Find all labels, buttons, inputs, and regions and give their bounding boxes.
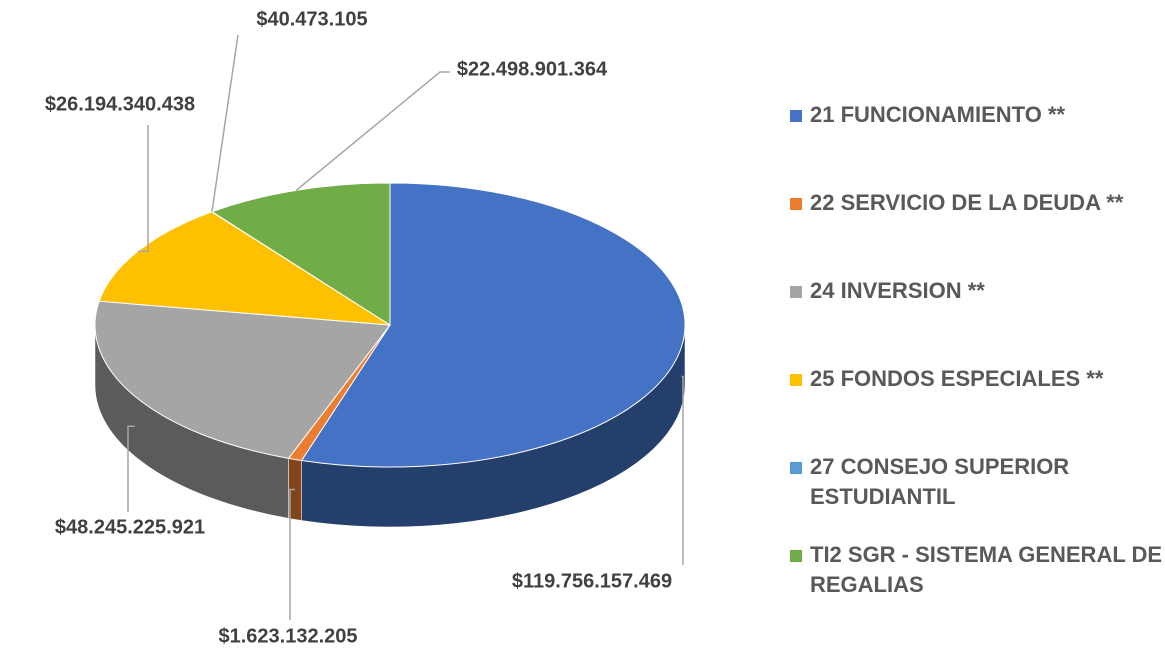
pie-slice xyxy=(94,300,391,459)
leader-line xyxy=(681,375,684,565)
legend-item: 25 FONDOS ESPECIALES ** xyxy=(790,364,1165,452)
legend-item: TI2 SGR - SISTEMA GENERAL DE REGALIAS xyxy=(790,540,1165,628)
legend-label: 27 CONSEJO SUPERIOR ESTUDIANTIL xyxy=(810,454,1070,509)
legend-label: 21 FUNCIONAMIENTO ** xyxy=(810,102,1066,127)
legend-swatch xyxy=(790,198,802,210)
data-label: $48.245.225.921 xyxy=(55,516,205,538)
legend-item: 24 INVERSION ** xyxy=(790,276,1165,364)
data-label: $1.623.132.205 xyxy=(218,625,357,647)
legend-item: 27 CONSEJO SUPERIOR ESTUDIANTIL xyxy=(790,452,1165,540)
leader-line xyxy=(137,125,149,253)
legend-item: 22 SERVICIO DE LA DEUDA ** xyxy=(790,188,1165,276)
legend-swatch xyxy=(790,374,802,386)
pie-plot: $119.756.157.469 $1.623.132.205 $48.245.22… xyxy=(45,8,686,647)
legend-swatch xyxy=(790,286,802,298)
leader-line xyxy=(295,71,450,191)
leader-line xyxy=(127,425,135,512)
legend-item: 21 FUNCIONAMIENTO ** xyxy=(790,100,1165,188)
legend-swatch xyxy=(790,550,802,562)
data-label: $22.498.901.364 xyxy=(457,58,608,80)
legend-swatch xyxy=(790,462,802,474)
legend-label: 24 INVERSION ** xyxy=(810,278,985,303)
legend-label: 25 FONDOS ESPECIALES ** xyxy=(810,366,1104,391)
legend-label: TI2 SGR - SISTEMA GENERAL DE REGALIAS xyxy=(810,542,1163,597)
leader-line xyxy=(211,34,239,212)
legend-label: 22 SERVICIO DE LA DEUDA ** xyxy=(810,190,1124,215)
data-label: $40.473.105 xyxy=(256,8,367,30)
data-label: $26.194.340.438 xyxy=(45,93,195,115)
data-label: $119.756.157.469 xyxy=(512,570,672,592)
leader-line xyxy=(289,488,296,620)
pie-slice xyxy=(300,182,686,468)
legend: 21 FUNCIONAMIENTO ** 22 SERVICIO DE LA DE… xyxy=(790,100,1165,628)
legend-swatch xyxy=(790,110,802,122)
